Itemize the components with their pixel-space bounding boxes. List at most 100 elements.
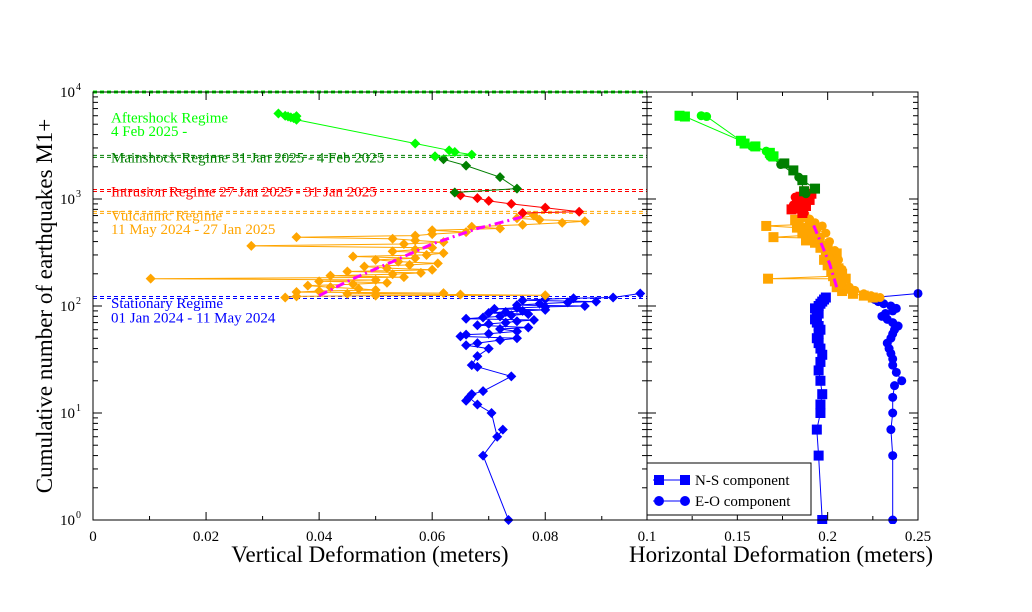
left-series-vulcanic-point-14 xyxy=(381,277,392,288)
right-series-e-o-aftershock-point-3 xyxy=(738,137,748,147)
right-series-e-o-mainshock-point-0 xyxy=(801,189,811,199)
left-series-stationary-point-39 xyxy=(489,303,500,314)
left-series-aftershock-point-1 xyxy=(466,149,477,160)
left-series-vulcanic-point-17 xyxy=(145,273,156,284)
right-series-e-o-mainshock-point-2 xyxy=(776,160,786,170)
x-axis-title-vertical: Vertical Deformation (meters) xyxy=(231,542,508,567)
right-series-e-o-stationary-point-5 xyxy=(890,381,900,391)
left-panel-vertical-deformation xyxy=(145,108,646,525)
left-series-vulcanic-point-34 xyxy=(387,246,398,257)
right-series-e-o-mainshock-point-1 xyxy=(794,172,804,182)
left-series-vulcanic-point-15 xyxy=(314,276,325,287)
left-x-tick-label: 0.02 xyxy=(193,529,219,545)
y-tick-label-exponent: 1 xyxy=(76,403,81,414)
left-x-tick-label: 0 xyxy=(89,529,97,545)
left-series-intrusion-point-0 xyxy=(517,207,528,218)
legend-ns-square-icon xyxy=(654,475,664,485)
left-series-stationary-point-43 xyxy=(511,300,522,311)
left-series-vulcanic-point-51 xyxy=(579,216,590,227)
left-series-aftershock-point-4 xyxy=(410,138,421,149)
left-series-intrusion-point-3 xyxy=(506,198,517,209)
right-series-e-o-vulcanic-point-0 xyxy=(875,293,885,303)
left-series-stationary-point-22 xyxy=(511,326,522,337)
right-series-n-s-stationary-point-26 xyxy=(820,292,831,303)
left-series-mainshock-point-1 xyxy=(511,183,522,194)
right-series-e-o-vulcanic-point-4 xyxy=(844,282,854,292)
right-plot-frame xyxy=(646,91,919,521)
right-series-n-s-stationary-point-2 xyxy=(811,424,822,435)
regime-label-vulcanic: Vulcaninc Regime xyxy=(111,208,222,224)
right-series-n-s-vulcanic-point-25 xyxy=(768,232,779,243)
left-series-vulcanic-point-29 xyxy=(370,254,381,265)
right-series-n-s-stationary-point-6 xyxy=(815,375,826,386)
left-series-stationary-point-44 xyxy=(534,298,545,309)
left-series-vulcanic-point-48 xyxy=(466,221,477,232)
x-axis-title-horizontal: Horizontal Deformation (meters) xyxy=(629,542,933,567)
right-series-n-s-vulcanic-point-14 xyxy=(822,260,833,271)
right-series-e-o-vulcanic-point-8 xyxy=(837,264,847,274)
left-series-mainshock-point-4 xyxy=(438,154,449,165)
left-series-vulcanic-point-25 xyxy=(359,261,370,272)
left-x-tick-label: 0.04 xyxy=(306,529,333,545)
left-series-stationary-point-20 xyxy=(461,329,472,340)
right-series-e-o-aftershock-point-1 xyxy=(761,146,771,156)
right-series-n-s-aftershock-point-6 xyxy=(674,110,685,121)
left-series-stationary-point-47 xyxy=(517,295,528,306)
y-tick-label: 10 xyxy=(60,513,75,529)
regime-label-mainshock: Mainshock Regime 31 Jan 2025 - 4 Feb 202… xyxy=(111,150,384,166)
regime-label-intrusion: Intrusion Regime 27 Jan 2025 - 31 Jan 20… xyxy=(111,185,377,201)
right-series-n-s-stationary-point-4 xyxy=(815,399,826,410)
regime-label-stationary: Stationary Regime xyxy=(111,296,223,312)
regime-boundaries xyxy=(93,90,647,300)
left-series-stationary-point-8 xyxy=(466,389,477,400)
right-series-n-s-vulcanic-point-3 xyxy=(837,286,848,297)
left-series-stationary-point-30 xyxy=(461,313,472,324)
left-series-aftershock-point-0 xyxy=(430,151,441,162)
regime-label-aftershock-dates: 4 Feb 2025 - xyxy=(111,124,187,140)
left-series-vulcanic-point-46 xyxy=(427,225,438,236)
right-series-e-o-vulcanic-point-14 xyxy=(824,237,834,247)
left-series-intrusion-point-2 xyxy=(540,202,551,213)
left-series-vulcanic-point-16 xyxy=(370,274,381,285)
left-series-mainshock-line xyxy=(434,155,519,193)
left-series-stationary-point-21 xyxy=(483,328,494,339)
left-series-stationary-point-23 xyxy=(495,323,506,334)
right-series-n-s-stationary-point-5 xyxy=(817,389,828,400)
left-series-stationary-point-9 xyxy=(478,386,489,397)
legend: N-S component E-O component xyxy=(646,462,812,516)
legend-eo-circle-icon-right xyxy=(680,496,690,506)
y-tick-label-exponent: 0 xyxy=(76,510,81,521)
legend-eo-label: E-O component xyxy=(695,494,791,510)
right-series-n-s-vulcanic-point-31 xyxy=(761,220,772,231)
left-series-vulcanic-point-3 xyxy=(540,290,551,301)
right-series-e-o-vulcanic-point-12 xyxy=(830,246,840,256)
right-series-n-s-mainshock-point-3 xyxy=(788,165,799,176)
left-series-stationary-point-4 xyxy=(486,408,497,418)
right-series-e-o-stationary-point-6 xyxy=(897,376,907,386)
right-panel-horizontal-deformation xyxy=(674,110,923,524)
right-series-e-o-stationary-point-8 xyxy=(888,360,898,370)
left-series-vulcanic-point-0 xyxy=(280,292,291,303)
left-series-aftershock-point-9 xyxy=(291,111,302,122)
right-series-e-o-vulcanic-point-18 xyxy=(817,221,827,231)
left-series-stationary-point-50 xyxy=(608,292,619,303)
left-series-vulcanic-point-7 xyxy=(291,287,302,298)
regime-label-vulcanic-dates: 11 May 2024 - 27 Jan 2025 xyxy=(111,222,275,238)
right-x-tick-label: 0.1 xyxy=(638,529,657,545)
right-series-e-o-vulcanic-point-1 xyxy=(866,291,876,301)
left-series-stationary-point-46 xyxy=(591,296,602,307)
right-series-n-s-stationary-point-9 xyxy=(817,349,828,360)
y-axis-title: Cumulative number of earthquakes M1+ xyxy=(32,119,57,494)
left-series-vulcanic-point-43 xyxy=(410,230,421,241)
right-series-e-o-vulcanic-point-16 xyxy=(821,228,831,238)
y-tick-label-exponent: 2 xyxy=(76,296,81,307)
right-series-e-o-stationary-point-4 xyxy=(888,392,898,402)
left-series-stationary-point-7 xyxy=(461,395,472,406)
right-series-n-s-stationary-point-8 xyxy=(815,356,826,367)
left-series-vulcanic-point-47 xyxy=(495,223,506,234)
right-series-e-o-stationary-point-23 xyxy=(886,301,896,311)
left-series-vulcanic-point-37 xyxy=(246,240,257,251)
right-series-e-o-stationary-point-20 xyxy=(880,309,890,319)
left-series-vulcanic-point-21 xyxy=(415,267,426,278)
left-series-vulcanic-point-9 xyxy=(370,285,381,296)
